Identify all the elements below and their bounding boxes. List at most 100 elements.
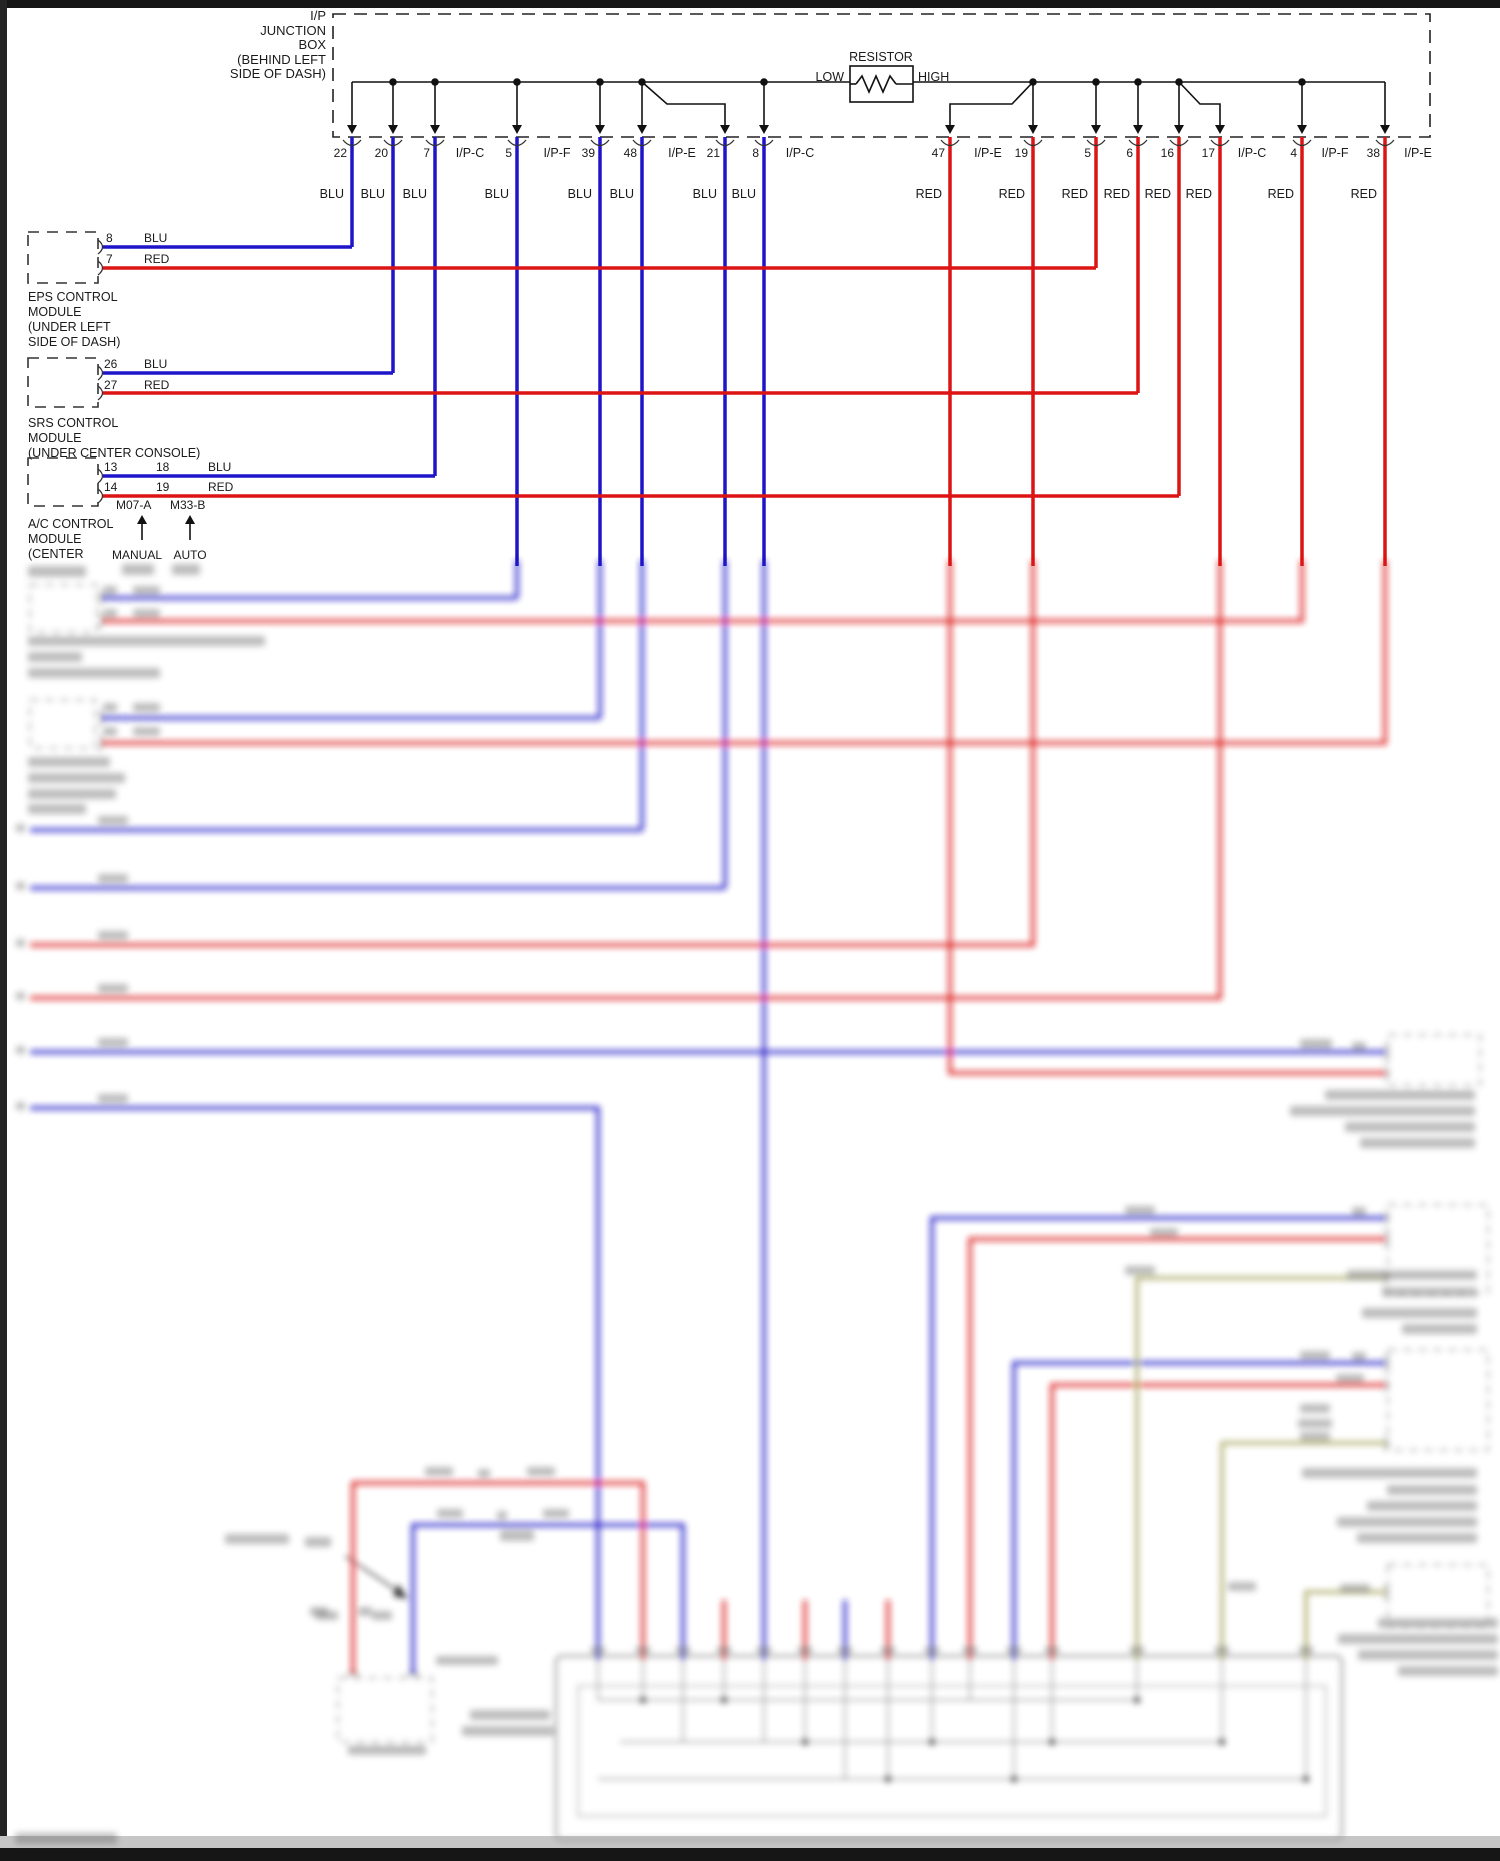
- label: BLU: [320, 187, 344, 201]
- label: RED: [144, 252, 170, 266]
- label: AUTO: [173, 548, 206, 562]
- blurred-text: [1352, 1042, 1366, 1051]
- wire: [411, 1523, 685, 1676]
- connector-socket-icon: [1383, 1065, 1390, 1081]
- junction-dot: [431, 78, 439, 86]
- connector-socket-icon: [1383, 1231, 1390, 1247]
- label: RED: [1268, 187, 1294, 201]
- blurred-pin-label: [636, 1646, 650, 1654]
- blurred-text: [1298, 1419, 1332, 1428]
- blurred-text: [98, 874, 128, 883]
- label: 13: [104, 460, 118, 474]
- label: RED: [1104, 187, 1130, 201]
- bottom-edge-bar: [0, 1848, 1500, 1861]
- label: RED: [208, 480, 234, 494]
- blurred-text: [500, 1530, 534, 1541]
- label: BLU: [403, 187, 427, 201]
- label: I/P-C: [786, 146, 814, 160]
- blurred-text: [28, 636, 265, 646]
- blurred-text: [1125, 1206, 1155, 1215]
- resistor-zigzag: [855, 74, 897, 94]
- junction-dot: [760, 78, 768, 86]
- blurred-text: [1358, 1650, 1498, 1660]
- wire: [1135, 1276, 1387, 1660]
- label: I/P-E: [668, 146, 696, 160]
- label: 18: [156, 460, 170, 474]
- label: 14: [104, 480, 118, 494]
- label: 47: [932, 146, 946, 160]
- blurred-text: [1382, 1287, 1477, 1297]
- arrowhead-icon: [759, 125, 769, 134]
- label: SIDE OF DASH): [28, 335, 120, 349]
- label: BLU: [485, 187, 509, 201]
- label: I/P-E: [1404, 146, 1432, 160]
- blurred-text: [225, 1534, 289, 1544]
- connector-socket-icon: [97, 260, 104, 276]
- blurred-pin-label: [717, 1646, 731, 1654]
- blurred-pin-label: [757, 1646, 771, 1654]
- label: 19: [1015, 146, 1029, 160]
- blurred-text: [1347, 1270, 1477, 1280]
- blurred-text: [103, 703, 117, 712]
- blurred-pin-label: [925, 1646, 939, 1654]
- wire: [30, 560, 1035, 947]
- arrowhead-icon: [512, 125, 522, 134]
- junction-dot: [1029, 78, 1037, 86]
- label: M07-A: [116, 498, 151, 512]
- blurred-text: [1300, 1039, 1332, 1049]
- blurred-preview-layer: [15, 560, 1498, 1844]
- blurred-text: [305, 1537, 331, 1547]
- label: BLU: [693, 187, 717, 201]
- junction-dot: [1133, 1696, 1141, 1704]
- resistor-label: RESISTOR: [849, 50, 913, 64]
- blurred-pin-label: [798, 1646, 812, 1654]
- blurred-text: [497, 1511, 507, 1520]
- blurred-text: [98, 931, 128, 940]
- blurred-text: [425, 1467, 453, 1476]
- connector-socket-icon: [1375, 139, 1395, 147]
- label: I/P: [310, 8, 326, 23]
- blurred-text: [1336, 1374, 1364, 1383]
- blurred-text: [1398, 1666, 1498, 1676]
- arrowhead-icon: [347, 125, 357, 134]
- blurred-text: [358, 1607, 372, 1616]
- blurred-text: [133, 703, 160, 712]
- blurred-text: [133, 586, 160, 595]
- wire: [1178, 81, 1221, 126]
- connector-block-inner: [577, 1685, 1327, 1817]
- junction-dot: [1092, 78, 1100, 86]
- blurred-pin-label: [591, 1646, 605, 1654]
- blurred-text: [543, 1509, 569, 1518]
- connector-socket-icon: [342, 139, 362, 147]
- blurred-text: [103, 727, 117, 736]
- junction-dot: [1302, 1775, 1310, 1783]
- label: 26: [104, 357, 118, 371]
- label: 27: [104, 378, 118, 392]
- blurred-text: [1290, 1106, 1475, 1116]
- blurred-pin-label: [1007, 1646, 1021, 1654]
- blurred-pin-label: [1045, 1646, 1059, 1654]
- blurred-text: [478, 1469, 490, 1478]
- blurred-text: [16, 939, 25, 947]
- connector-socket-icon: [1383, 1355, 1390, 1371]
- connector-block-outline: [554, 1654, 1344, 1842]
- blurred-text: [1367, 1501, 1477, 1511]
- wire: [101, 560, 1304, 623]
- connector-socket-icon: [1169, 139, 1189, 147]
- bottom-gray-strip: [0, 1836, 1500, 1848]
- connector-socket-icon: [1023, 139, 1043, 147]
- label: 20: [375, 146, 389, 160]
- label: RED: [1145, 187, 1171, 201]
- junction-dot: [801, 1738, 809, 1746]
- blurred-text: [1302, 1468, 1477, 1478]
- label: MANUAL: [112, 548, 162, 562]
- blurred-text: [16, 1046, 25, 1054]
- connector-socket-icon: [97, 385, 104, 401]
- arrowhead-icon: [430, 125, 440, 134]
- ac-module-box: [27, 457, 99, 507]
- wire: [930, 1216, 1387, 1660]
- label: 48: [624, 146, 638, 160]
- blurred-text: [16, 824, 25, 832]
- blurred-text: [15, 1833, 117, 1844]
- blurred-text: [1340, 1584, 1370, 1593]
